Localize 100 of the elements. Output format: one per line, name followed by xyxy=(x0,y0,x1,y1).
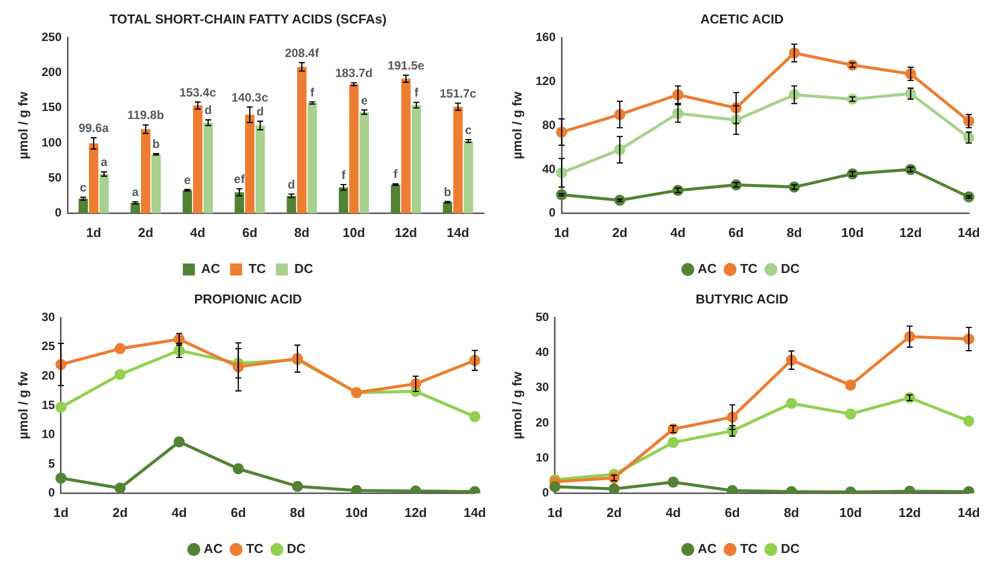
legend-label: TC xyxy=(740,261,758,276)
y-tick-label: 30 xyxy=(536,380,550,394)
data-label: f xyxy=(341,168,346,182)
x-tick-label: 2d xyxy=(138,224,154,240)
y-tick-label: 50 xyxy=(48,170,62,185)
legend-label: TC xyxy=(740,541,758,556)
y-tick-label: 0 xyxy=(48,486,56,500)
y-axis-title: µmol / g fw xyxy=(509,370,524,440)
x-tick-label: 8d xyxy=(784,504,800,520)
x-tick-label: 4d xyxy=(670,224,686,240)
data-label: 151.7c xyxy=(440,86,477,101)
x-tick-label: 2d xyxy=(612,224,628,240)
x-tick-label: 4d xyxy=(666,504,681,520)
y-tick-label: 160 xyxy=(536,30,556,44)
data-label: e xyxy=(184,172,191,187)
x-tick-label: 6d xyxy=(230,504,246,520)
x-tick-label: 14d xyxy=(958,504,980,520)
data-label: 183.7d xyxy=(335,66,373,80)
data-label: a xyxy=(132,185,139,200)
y-tick-label: 0 xyxy=(542,486,550,500)
y-tick-label: 10 xyxy=(536,450,550,465)
legend-label: DC xyxy=(286,541,306,556)
x-tick-label: 1d xyxy=(86,224,102,240)
y-axis-title: µmol / g fw xyxy=(509,90,524,160)
data-label: f xyxy=(310,85,316,100)
y-tick-label: 100 xyxy=(42,135,62,150)
y-tick-label: 0 xyxy=(54,206,62,220)
y-tick-label: 0 xyxy=(548,206,556,220)
x-tick-label: 6d xyxy=(724,504,740,520)
legend-label: DC xyxy=(780,541,800,556)
data-label: 119.8b xyxy=(127,108,164,122)
data-label: f xyxy=(414,86,420,100)
x-tick-label: 8d xyxy=(290,504,306,520)
x-tick-label: 4d xyxy=(172,504,187,520)
data-label: 208.4f xyxy=(284,46,320,60)
data-label: d xyxy=(256,104,264,119)
x-tick-label: 12d xyxy=(898,504,921,520)
data-label: e xyxy=(360,93,368,108)
x-tick-label: 14d xyxy=(958,224,980,240)
legend-label: TC xyxy=(248,261,267,276)
x-tick-label: 6d xyxy=(728,224,744,240)
x-tick-label: 10d xyxy=(839,504,862,520)
y-tick-label: 25 xyxy=(42,339,56,354)
x-tick-label: 10d xyxy=(345,504,368,520)
legend-label: DC xyxy=(780,261,800,276)
y-tick-label: 20 xyxy=(42,368,56,383)
legend-label: AC xyxy=(201,261,221,276)
y-tick-label: 250 xyxy=(42,30,62,44)
y-tick-label: 20 xyxy=(536,415,550,430)
x-tick-label: 12d xyxy=(394,224,418,240)
legend-label: DC xyxy=(294,261,314,276)
y-axis-title: µmol / g fw xyxy=(15,90,30,160)
y-tick-label: 40 xyxy=(536,345,550,360)
x-tick-label: 1d xyxy=(53,504,69,520)
legend-label: AC xyxy=(698,541,718,556)
x-tick-label: 10d xyxy=(841,224,864,240)
data-label: f xyxy=(394,167,399,182)
legend-label: AC xyxy=(698,261,718,276)
data-label: d xyxy=(288,177,296,192)
legend-label: TC xyxy=(246,541,264,556)
x-tick-label: 1d xyxy=(547,504,563,520)
y-tick-label: 30 xyxy=(42,310,56,324)
y-tick-label: 40 xyxy=(542,162,556,176)
y-tick-label: 80 xyxy=(542,118,556,132)
x-tick-label: 8d xyxy=(786,224,802,240)
y-tick-label: 150 xyxy=(42,100,62,114)
y-tick-label: 10 xyxy=(42,427,56,442)
data-label: b xyxy=(152,136,160,151)
x-tick-label: 14d xyxy=(446,224,470,240)
data-label: b xyxy=(444,184,452,199)
x-tick-label: 2d xyxy=(606,504,622,520)
data-label: a xyxy=(100,155,108,170)
x-tick-label: 10d xyxy=(342,224,366,240)
y-tick-label: 50 xyxy=(536,310,550,324)
data-label: 191.5e xyxy=(388,58,425,73)
data-label: 153.4c xyxy=(179,85,216,100)
x-tick-label: 14d xyxy=(464,504,486,520)
x-tick-label: 4d xyxy=(190,224,206,240)
data-label: c xyxy=(80,180,87,195)
chart-title: TOTAL SHORT-CHAIN FATTY ACIDS (SCFAs) xyxy=(109,11,387,26)
data-label: 99.6a xyxy=(78,121,109,136)
x-tick-label: 8d xyxy=(294,224,310,240)
x-tick-label: 12d xyxy=(899,224,922,240)
data-label: 140.3c xyxy=(231,90,268,104)
y-tick-label: 5 xyxy=(48,456,56,470)
chart-title: ACETIC ACID xyxy=(700,11,784,26)
chart-title: BUTYRIC ACID xyxy=(696,291,788,306)
x-tick-label: 1d xyxy=(554,224,570,240)
x-tick-label: 6d xyxy=(242,224,258,240)
legend-label: AC xyxy=(204,541,224,556)
y-tick-label: 200 xyxy=(42,65,62,80)
y-tick-label: 15 xyxy=(42,398,56,412)
chart-title: PROPIONIC ACID xyxy=(194,291,302,306)
y-tick-label: 120 xyxy=(536,74,556,88)
data-label: d xyxy=(204,103,212,118)
x-tick-label: 2d xyxy=(112,504,128,520)
data-label: c xyxy=(465,122,472,137)
x-tick-label: 12d xyxy=(404,504,427,520)
data-label: ef xyxy=(234,172,246,186)
y-axis-title: µmol / g fw xyxy=(15,370,30,440)
